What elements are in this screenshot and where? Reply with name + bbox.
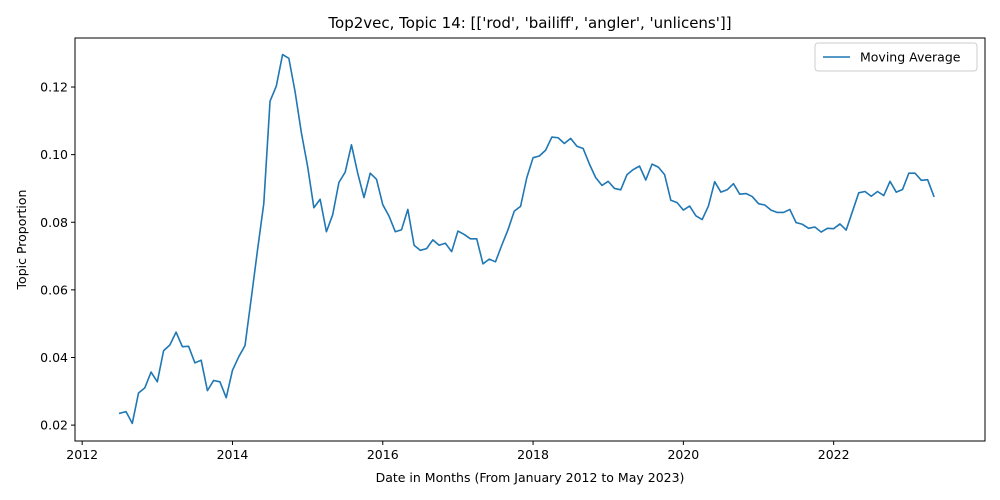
y-tick-label: 0.12: [40, 80, 68, 95]
legend-box: [814, 42, 978, 72]
x-axis-label: Date in Months (From January 2012 to May…: [376, 470, 685, 485]
axes-frame: [74, 37, 986, 442]
x-axis: 2012 2014 2016 2018 2020 2022: [66, 441, 850, 462]
y-tick-label: 0.04: [40, 350, 68, 365]
y-axis: 0.02 0.04 0.06 0.08 0.10 0.12: [40, 80, 75, 433]
y-tick-label: 0.06: [40, 282, 68, 297]
x-tick-label: 2020: [667, 447, 699, 462]
y-tick-label: 0.02: [40, 418, 68, 433]
x-tick-label: 2014: [217, 447, 249, 462]
y-tick-label: 0.08: [40, 215, 68, 230]
legend: Moving Average: [814, 42, 978, 72]
y-axis-label: Topic Proportion: [14, 190, 29, 291]
x-tick-label: 2016: [367, 447, 399, 462]
legend-label: Moving Average: [860, 50, 961, 65]
x-tick-label: 2018: [517, 447, 549, 462]
series-line-0: [118, 53, 935, 425]
x-tick-label: 2022: [818, 447, 850, 462]
y-tick-label: 0.10: [40, 147, 68, 162]
chart-title: Top2vec, Topic 14: [['rod', 'bailiff', '…: [327, 14, 731, 32]
x-tick-label: 2012: [66, 447, 98, 462]
plot-area: [74, 37, 986, 442]
